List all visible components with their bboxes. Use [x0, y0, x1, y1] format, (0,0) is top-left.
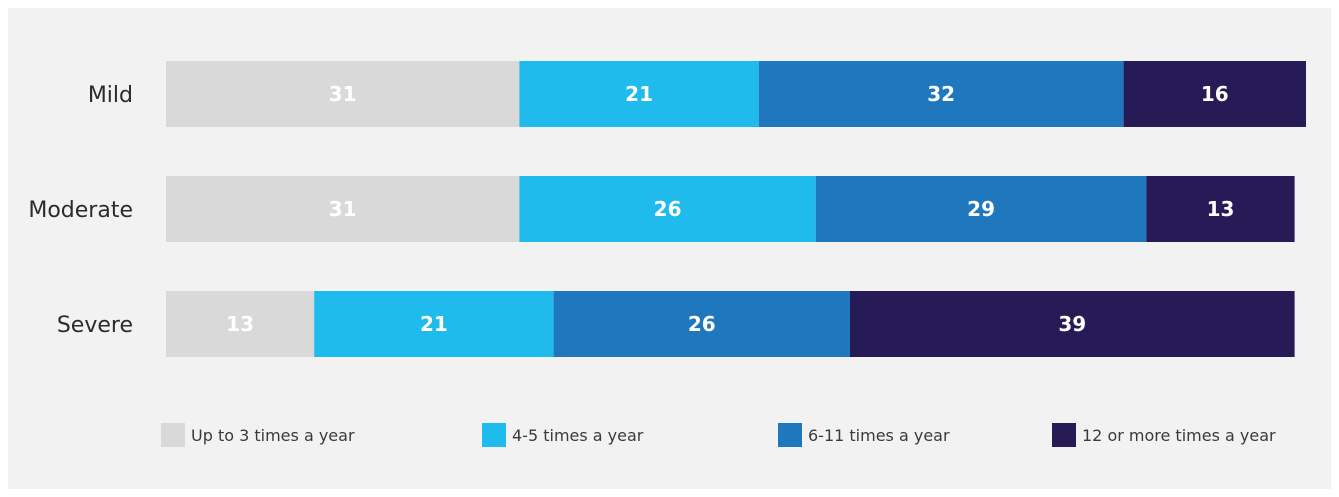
data-label-moderate-up-to-3-times-a-year: 31 [329, 197, 357, 221]
data-label-severe-12-or-more-times-a-year: 39 [1058, 312, 1086, 336]
bar-segment-severe-6-11-times-a-year [553, 291, 850, 357]
bar-segment-mild-4-5-times-a-year [519, 61, 759, 127]
bar-segment-severe-12-or-more-times-a-year [850, 291, 1295, 357]
data-label-mild-up-to-3-times-a-year: 31 [329, 82, 357, 106]
bar-segment-severe-up-to-3-times-a-year [166, 291, 315, 357]
data-label-mild-6-11-times-a-year: 32 [927, 82, 955, 106]
legend-swatch-6-11 [778, 423, 802, 447]
data-label-severe-4-5-times-a-year: 21 [420, 312, 448, 336]
category-label-severe: Severe [57, 313, 133, 338]
legend-label-up-to-3: Up to 3 times a year [191, 425, 355, 445]
legend-swatch-up-to-3 [161, 423, 185, 447]
data-label-mild-4-5-times-a-year: 21 [625, 82, 653, 106]
legend-label-4-5: 4-5 times a year [512, 425, 644, 445]
category-label-mild: Mild [88, 83, 133, 108]
data-label-severe-up-to-3-times-a-year: 13 [226, 312, 254, 336]
legend-swatch-12-or-more [1052, 423, 1076, 447]
legend-item-12-or-more: 12 or more times a year [1052, 422, 1276, 448]
bar-segment-moderate-12-or-more-times-a-year [1146, 176, 1295, 242]
legend-item-up-to-3: Up to 3 times a year [161, 422, 355, 448]
legend-item-4-5: 4-5 times a year [482, 422, 643, 448]
bar-segment-mild-up-to-3-times-a-year [166, 61, 520, 127]
bar-segment-mild-6-11-times-a-year [758, 61, 1124, 127]
category-label-moderate: Moderate [28, 198, 133, 223]
legend-item-6-11: 6-11 times a year [778, 422, 950, 448]
data-label-moderate-6-11-times-a-year: 29 [967, 197, 995, 221]
legend-label-12-or-more: 12 or more times a year [1082, 425, 1276, 445]
bar-segment-mild-12-or-more-times-a-year [1123, 61, 1306, 127]
bar-segment-moderate-up-to-3-times-a-year [166, 176, 520, 242]
legend-label-6-11: 6-11 times a year [808, 425, 950, 445]
legend-swatch-4-5 [482, 423, 506, 447]
data-label-severe-6-11-times-a-year: 26 [688, 312, 716, 336]
data-label-moderate-4-5-times-a-year: 26 [654, 197, 682, 221]
data-label-mild-12-or-more-times-a-year: 16 [1201, 82, 1229, 106]
chart-legend: Up to 3 times a year 4-5 times a year 6-… [0, 422, 1339, 452]
data-label-moderate-12-or-more-times-a-year: 13 [1207, 197, 1235, 221]
bar-segment-severe-4-5-times-a-year [314, 291, 554, 357]
bar-segment-moderate-4-5-times-a-year [519, 176, 816, 242]
bar-segment-moderate-6-11-times-a-year [815, 176, 1147, 242]
